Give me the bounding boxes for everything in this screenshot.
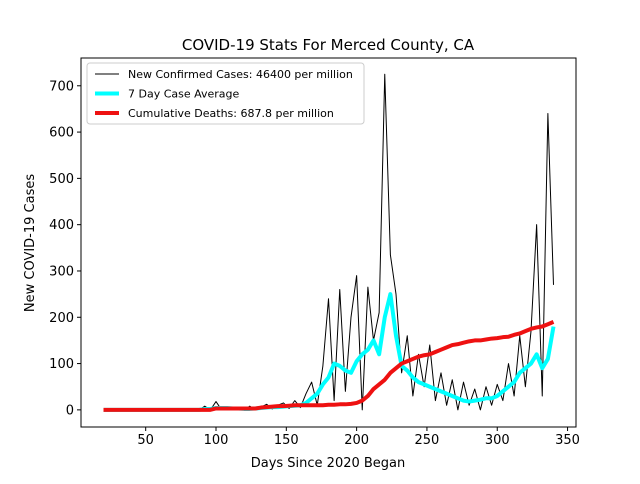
y-axis-label: New COVID-19 Cases bbox=[23, 174, 38, 312]
x-tick-label: 250 bbox=[415, 433, 440, 448]
series-line bbox=[103, 292, 556, 412]
y-tick-label: 700 bbox=[49, 79, 74, 94]
plot-frame bbox=[80, 57, 577, 428]
legend-label: 7 Day Case Average bbox=[128, 88, 240, 101]
x-axis-label: Days Since 2020 Began bbox=[251, 456, 406, 471]
y-tick-label: 300 bbox=[49, 264, 74, 279]
x-tick-label: 200 bbox=[344, 433, 369, 448]
legend: New Confirmed Cases: 46400 per million 7 … bbox=[86, 62, 365, 125]
y-tick-label: 100 bbox=[49, 357, 74, 372]
y-tick-label: 400 bbox=[49, 218, 74, 233]
x-tick-label: 300 bbox=[485, 433, 510, 448]
x-tick-label: 350 bbox=[555, 433, 580, 448]
y-tick-label: 500 bbox=[49, 172, 74, 187]
x-tick-label: 150 bbox=[274, 433, 299, 448]
series-line bbox=[103, 73, 554, 411]
x-tick-label: 100 bbox=[204, 433, 229, 448]
y-tick-label: 200 bbox=[49, 311, 74, 326]
legend-label: New Confirmed Cases: 46400 per million bbox=[128, 68, 353, 81]
y-tick-label: 600 bbox=[49, 126, 74, 141]
legend-box bbox=[86, 62, 365, 125]
legend-label: Cumulative Deaths: 687.8 per million bbox=[128, 107, 334, 120]
series-line bbox=[103, 320, 555, 412]
chart-title: COVID-19 Stats For Merced County, CA bbox=[182, 36, 475, 54]
plot-lines bbox=[103, 73, 556, 412]
y-tick-label: 0 bbox=[66, 403, 74, 418]
x-tick-label: 50 bbox=[137, 433, 154, 448]
